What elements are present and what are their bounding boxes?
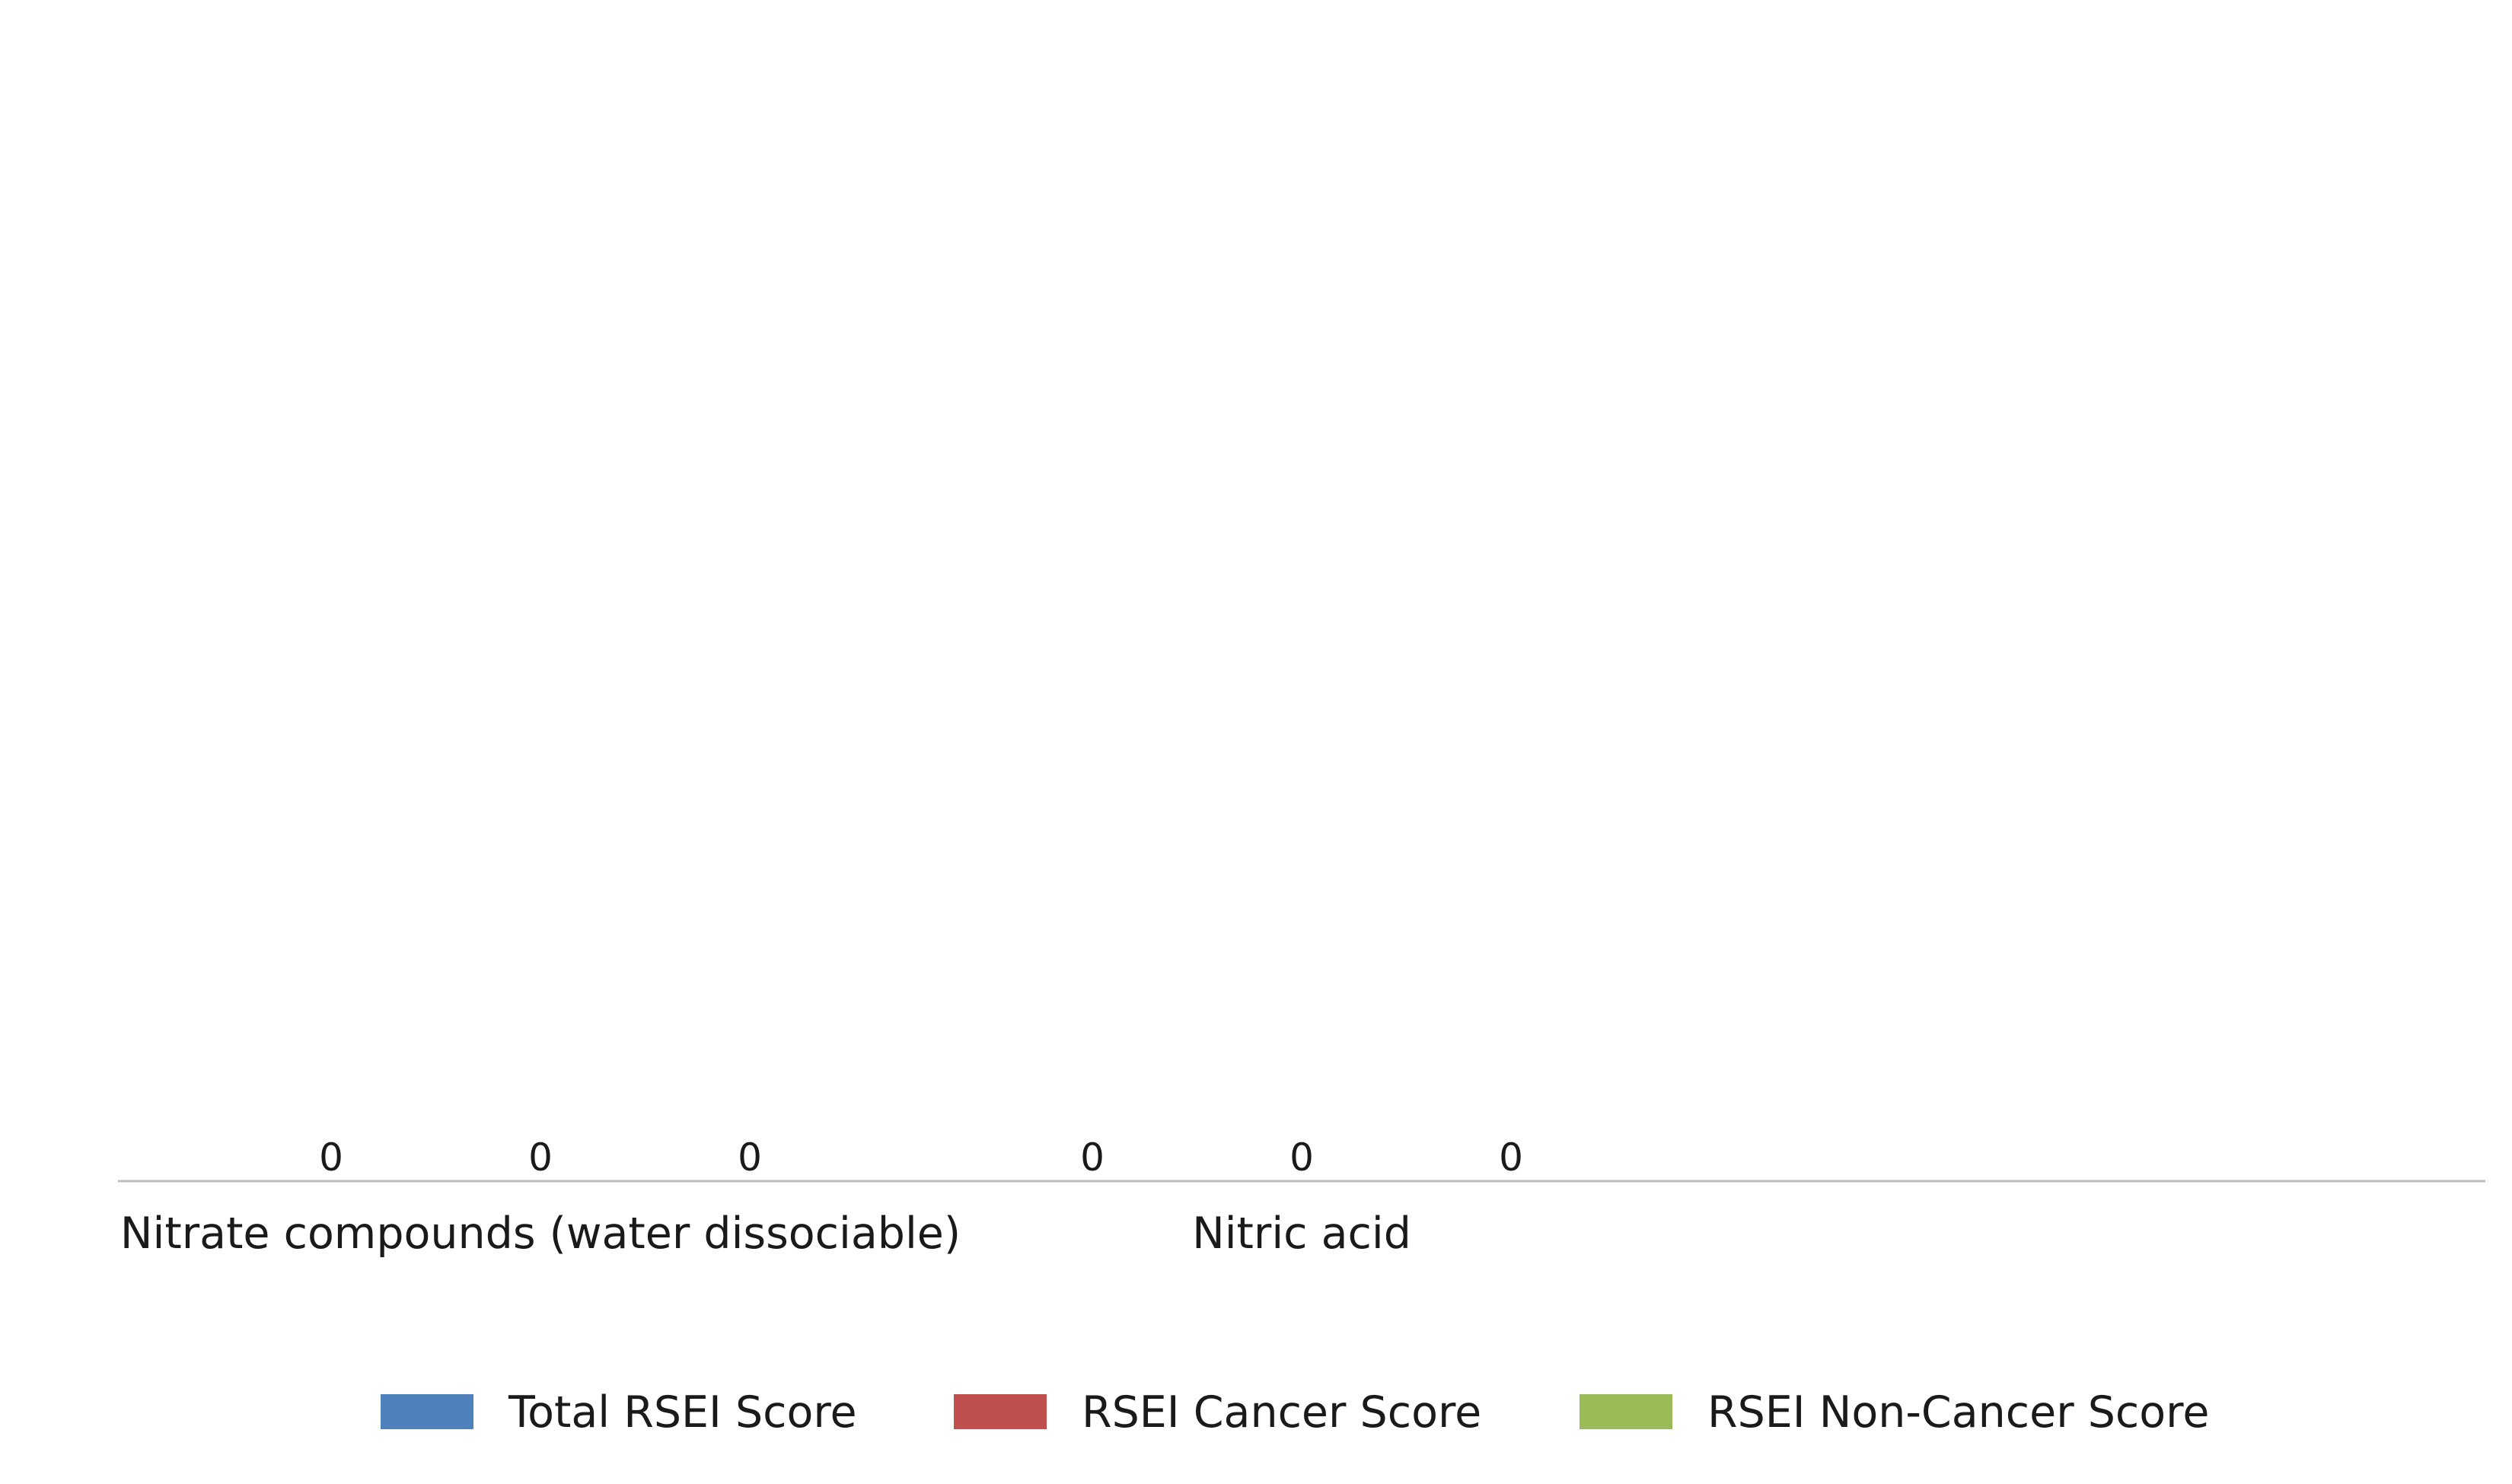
legend: Total RSEI Score RSEI Cancer Score RSEI No… [381, 1387, 2209, 1438]
data-label-0-1: 0 [1080, 1135, 1105, 1180]
data-label-1-1: 0 [1289, 1135, 1314, 1180]
data-label-2-0: 0 [738, 1135, 762, 1180]
legend-swatch-2 [1580, 1394, 1672, 1429]
data-labels-layer: 0 0 0 0 0 0 [319, 1135, 1523, 1180]
category-label-0: Nitrate compounds (water dissociable) [120, 1209, 961, 1259]
legend-swatch-0 [381, 1394, 473, 1429]
data-label-0-0: 0 [319, 1135, 343, 1180]
data-label-1-0: 0 [528, 1135, 553, 1180]
legend-label-0: Total RSEI Score [508, 1387, 857, 1438]
category-labels-layer: Nitrate compounds (water dissociable) Nit… [120, 1209, 1411, 1259]
legend-label-2: RSEI Non-Cancer Score [1707, 1387, 2209, 1438]
legend-swatch-1 [954, 1394, 1047, 1429]
data-label-2-1: 0 [1499, 1135, 1523, 1180]
legend-label-1: RSEI Cancer Score [1082, 1387, 1481, 1438]
category-label-1: Nitric acid [1192, 1209, 1411, 1259]
